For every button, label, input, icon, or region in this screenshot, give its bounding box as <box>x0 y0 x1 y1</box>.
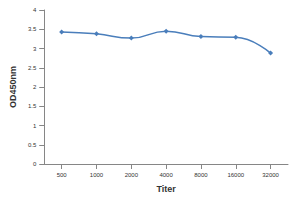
svg-text:8000: 8000 <box>194 172 208 178</box>
svg-text:4: 4 <box>33 7 37 13</box>
svg-text:1: 1 <box>33 123 37 129</box>
svg-text:3: 3 <box>33 46 37 52</box>
svg-text:1.5: 1.5 <box>28 103 37 109</box>
svg-text:3.5: 3.5 <box>28 26 37 32</box>
svg-text:32000: 32000 <box>262 172 279 178</box>
svg-text:2: 2 <box>33 84 37 90</box>
svg-text:16000: 16000 <box>227 172 244 178</box>
svg-text:4000: 4000 <box>159 172 173 178</box>
svg-text:500: 500 <box>57 172 68 178</box>
svg-text:0: 0 <box>33 161 37 167</box>
svg-text:2000: 2000 <box>125 172 139 178</box>
svg-text:2.5: 2.5 <box>28 65 37 71</box>
svg-text:1000: 1000 <box>90 172 104 178</box>
svg-text:OD450nm: OD450nm <box>8 66 18 108</box>
svg-text:0.5: 0.5 <box>28 142 37 148</box>
svg-text:Titer: Titer <box>156 184 176 194</box>
